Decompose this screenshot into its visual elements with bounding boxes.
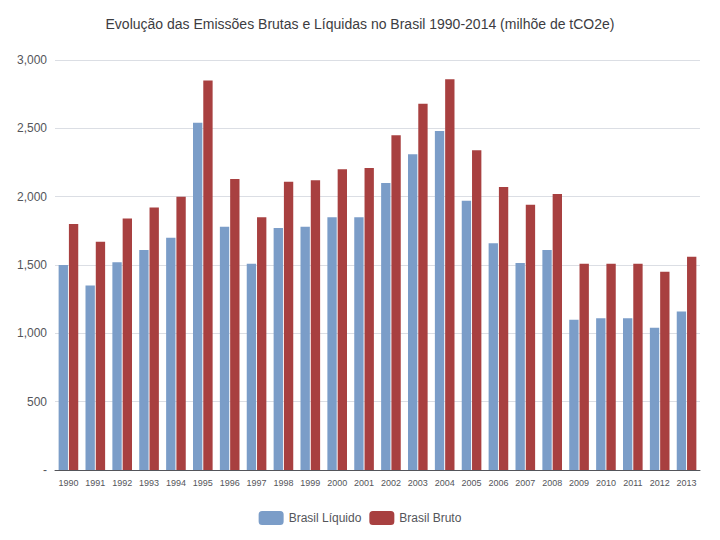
svg-text:1990: 1990	[58, 478, 78, 488]
svg-text:2005: 2005	[462, 478, 482, 488]
svg-text:2000: 2000	[327, 478, 347, 488]
svg-text:1994: 1994	[166, 478, 186, 488]
svg-text:1,500: 1,500	[17, 258, 47, 272]
svg-text:1991: 1991	[85, 478, 105, 488]
svg-text:2012: 2012	[650, 478, 670, 488]
svg-text:2002: 2002	[381, 478, 401, 488]
svg-text:2013: 2013	[677, 478, 697, 488]
svg-text:2,500: 2,500	[17, 121, 47, 135]
svg-text:2004: 2004	[435, 478, 455, 488]
svg-text:1997: 1997	[247, 478, 267, 488]
svg-text:2001: 2001	[354, 478, 374, 488]
svg-text:Brasil Bruto: Brasil Bruto	[399, 511, 461, 525]
svg-text:1,000: 1,000	[17, 326, 47, 340]
svg-text:2011: 2011	[623, 478, 642, 488]
svg-text:1998: 1998	[273, 478, 293, 488]
svg-text:3,000: 3,000	[17, 53, 47, 67]
svg-text:2007: 2007	[515, 478, 535, 488]
svg-text:Evolução das Emissões Brutas e: Evolução das Emissões Brutas e Líquidas …	[106, 16, 615, 32]
svg-text:Brasil Líquido: Brasil Líquido	[289, 511, 362, 525]
svg-text:2008: 2008	[542, 478, 562, 488]
svg-text:1999: 1999	[300, 478, 320, 488]
svg-text:1992: 1992	[112, 478, 132, 488]
svg-text:-: -	[43, 463, 47, 477]
svg-text:1995: 1995	[193, 478, 213, 488]
svg-text:2009: 2009	[569, 478, 589, 488]
svg-text:2006: 2006	[488, 478, 508, 488]
svg-text:2010: 2010	[596, 478, 616, 488]
svg-text:500: 500	[27, 395, 47, 409]
svg-text:1993: 1993	[139, 478, 159, 488]
svg-text:2,000: 2,000	[17, 190, 47, 204]
svg-text:1996: 1996	[220, 478, 240, 488]
svg-text:2003: 2003	[408, 478, 428, 488]
